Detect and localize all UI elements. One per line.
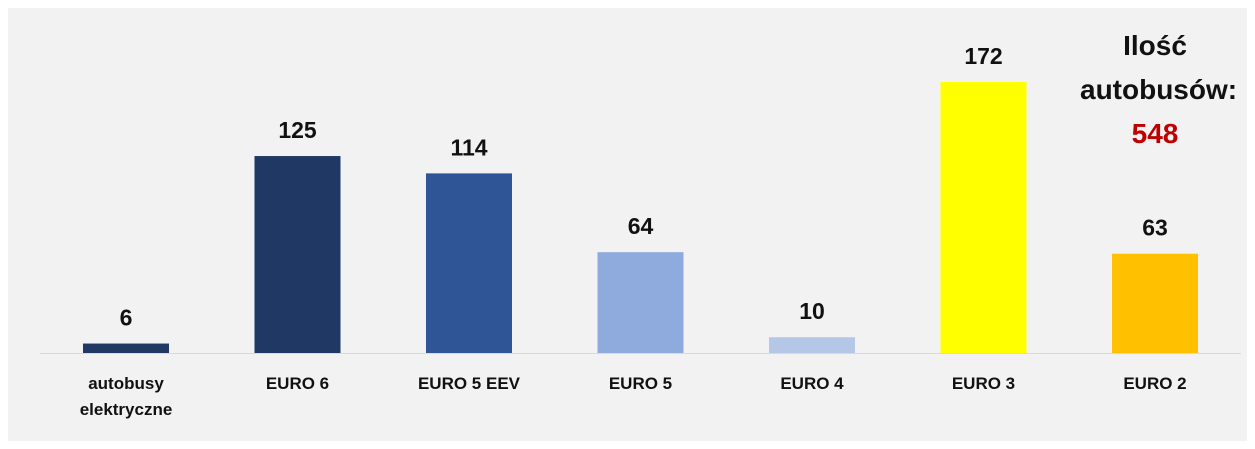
value-label: 172 [964,43,1002,69]
value-label: 125 [278,117,317,143]
value-label: 6 [120,305,133,331]
bar [254,156,341,353]
bar [940,82,1027,353]
value-label: 63 [1142,215,1168,241]
value-label: 114 [450,134,487,160]
bar [597,252,684,353]
x-tick-label: EURO 4 [780,374,844,393]
x-tick-label: EURO 5 [608,374,673,393]
total-value: 548 [1131,118,1179,149]
x-tick-label: EURO 5 EEV [417,374,521,393]
value-label: 64 [628,213,654,239]
value-label: 10 [799,298,825,324]
x-tick-label: EURO 6 [265,374,330,393]
bar [426,173,512,353]
bar [83,343,169,353]
chart-background [8,8,1247,441]
x-tick-label: EURO 2 [1123,374,1187,393]
bar [1112,253,1198,353]
annotation: Ilość autobusów: 548 [1045,24,1255,156]
annotation-text: Ilość autobusów: [1080,30,1238,105]
x-tick-label: EURO 3 [951,374,1016,393]
x-tick-label: autobusy elektryczne [79,374,173,419]
bar [769,337,855,353]
